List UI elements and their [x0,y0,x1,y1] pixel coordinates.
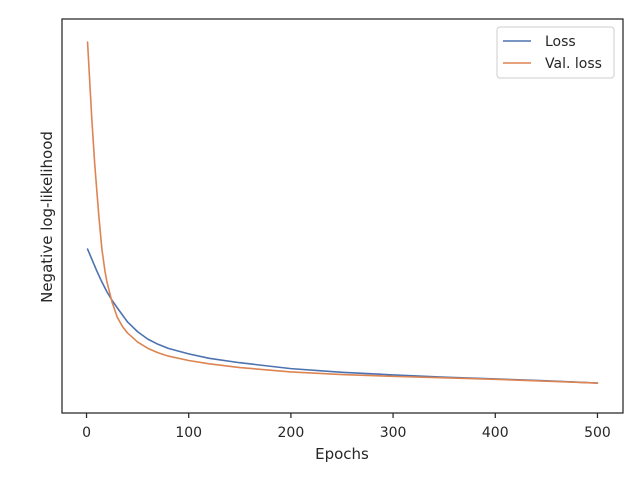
x-tick-label: 0 [82,425,91,441]
series-line-val-loss [86,41,599,384]
legend-box [496,26,615,79]
x-tick-label: 300 [380,425,407,441]
x-axis: 0 100 200 300 400 500 [82,413,611,441]
plot-frame [61,18,624,414]
series-line-loss [86,248,599,384]
legend: Loss Val. loss [496,26,615,79]
legend-label: Val. loss [545,56,602,72]
y-axis-label: Negative log-likelihood [38,131,56,303]
x-axis-label: Epochs [315,445,369,463]
x-tick-label: 200 [278,425,305,441]
plot-area [86,41,599,384]
x-tick-label: 400 [482,425,509,441]
x-tick-label: 500 [584,425,611,441]
legend-label: Loss [545,34,576,50]
x-tick-label: 100 [175,425,202,441]
